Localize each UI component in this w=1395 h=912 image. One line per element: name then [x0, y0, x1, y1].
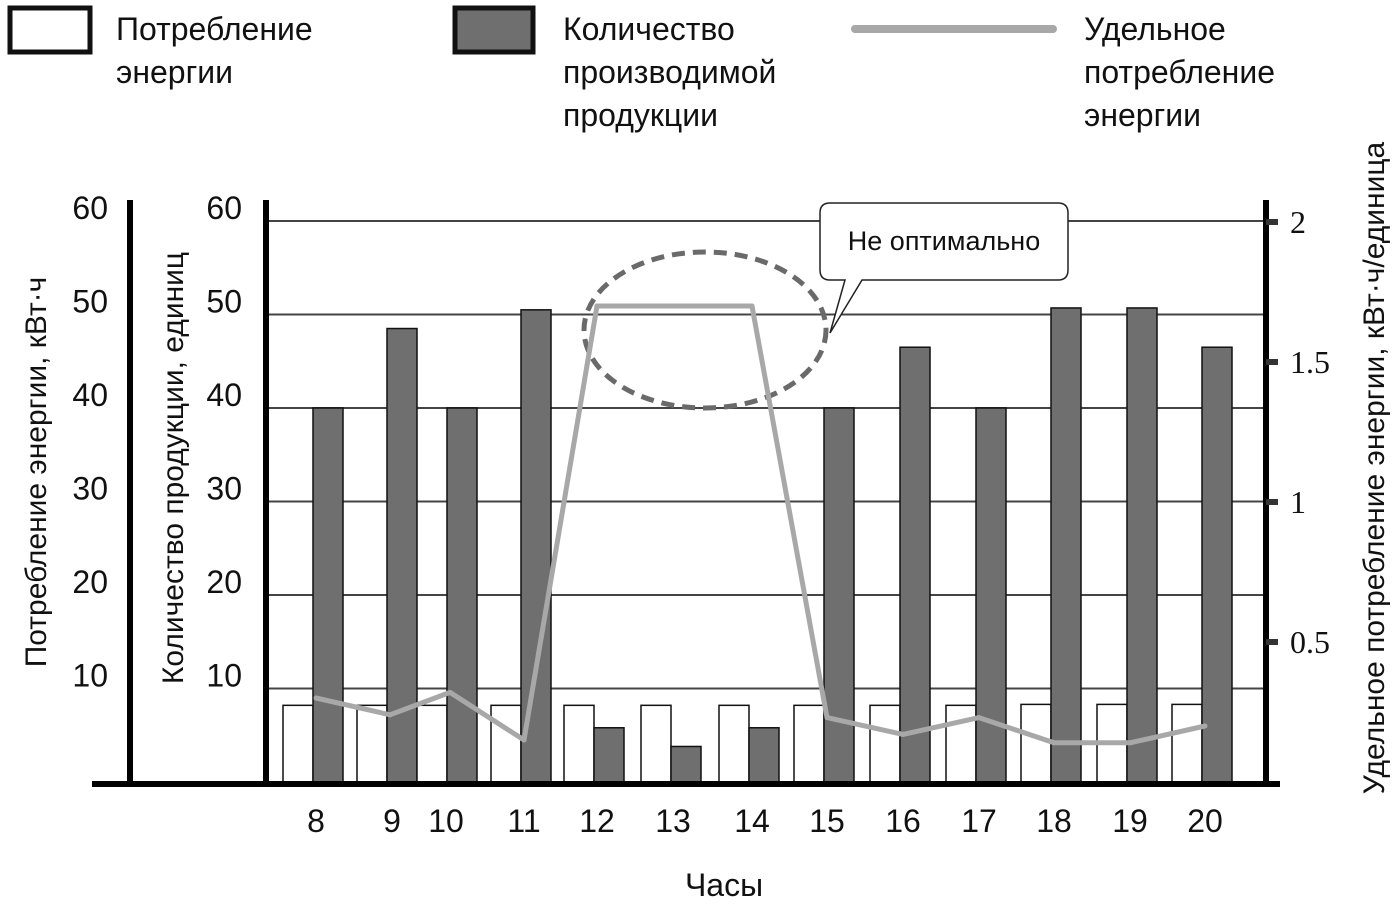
speech-bubble — [819, 202, 1069, 334]
y1-tick-label-20: 20 — [72, 564, 108, 600]
bar-production-15 — [823, 407, 855, 783]
x-tick-label-20: 20 — [1187, 803, 1223, 839]
annotation-callout: Не оптимально — [581, 202, 1069, 411]
legend-label-0-line-1: энергии — [116, 54, 233, 90]
series-line — [313, 303, 1208, 746]
bar-production-14 — [748, 727, 780, 783]
bar-energy-18 — [1020, 703, 1052, 783]
bar-energy-10 — [416, 704, 448, 783]
x-tick-label-17: 17 — [961, 803, 997, 839]
bar-production-11 — [520, 309, 552, 783]
bar-energy-9 — [356, 704, 388, 783]
y2-tick-label-10: 10 — [206, 658, 242, 694]
bar-energy-11 — [490, 704, 522, 783]
point-specific-consumption-20 — [1202, 723, 1208, 729]
bar-production-19 — [1126, 307, 1158, 783]
y1-axis-label: Потребление энергии, кВт·ч — [20, 277, 53, 668]
bar-energy-16 — [869, 704, 901, 783]
gridlines — [266, 220, 1266, 690]
x-tick-label-16: 16 — [885, 803, 921, 839]
bar-energy-13 — [640, 704, 672, 783]
y3-tick-mark-1 — [1266, 499, 1278, 505]
x-tick-label-9: 9 — [383, 803, 401, 839]
y1-tick-label-30: 30 — [72, 471, 108, 507]
legend-swatch-production — [452, 5, 536, 55]
bar-energy-8 — [282, 704, 314, 783]
point-specific-consumption-13 — [671, 303, 677, 309]
y2-tick-label-20: 20 — [206, 564, 242, 600]
x-tick-label-14: 14 — [734, 803, 770, 839]
point-specific-consumption-16 — [900, 731, 906, 737]
point-specific-consumption-18 — [1051, 740, 1057, 746]
point-specific-consumption-19 — [1127, 740, 1133, 746]
y3-tick-label-2: 2 — [1290, 204, 1306, 240]
legend: Потребление энергии Количество производимой… — [7, 5, 1275, 133]
y3-tick-mark-2 — [1266, 219, 1278, 225]
bar-production-18 — [1050, 307, 1082, 783]
point-specific-consumption-11 — [521, 737, 527, 743]
point-specific-consumption-8 — [313, 695, 319, 701]
x-tick-label-15: 15 — [809, 803, 845, 839]
y1-tick-label-40: 40 — [72, 377, 108, 413]
x-tick-label-12: 12 — [579, 803, 615, 839]
axis-labels: 10 20 30 40 50 60 10 20 30 40 50 60 0.5 1 1.5 2 8 9 10 11 12… — [20, 141, 1391, 903]
bar-production-20 — [1201, 346, 1233, 783]
bar-production-12 — [593, 727, 625, 783]
y1-tick-label-50: 50 — [72, 284, 108, 320]
x-tick-label-13: 13 — [655, 803, 691, 839]
y2-axis-label: Количество продукции, единиц — [157, 252, 190, 684]
bar-production-8 — [312, 407, 344, 783]
x-tick-label-8: 8 — [307, 803, 325, 839]
y3-axis-label: Удельное потребление энергии, кВт·ч/един… — [1358, 141, 1391, 794]
legend-label-0-line-0: Потребление — [116, 11, 313, 47]
bar-production-10 — [446, 407, 478, 783]
legend-swatch-energy — [7, 5, 93, 55]
legend-label-1-line-2: продукции — [563, 97, 718, 133]
y3-tick-mark-0.5 — [1266, 639, 1278, 645]
bar-energy-20 — [1171, 703, 1203, 783]
bars — [282, 307, 1233, 783]
x-axis-label: Часы — [685, 867, 763, 903]
point-specific-consumption-14 — [749, 303, 755, 309]
point-specific-consumption-9 — [387, 712, 393, 718]
bar-energy-14 — [718, 704, 750, 783]
legend-label-1-line-0: Количество — [563, 11, 735, 47]
point-specific-consumption-12 — [594, 303, 600, 309]
y2-tick-label-40: 40 — [206, 377, 242, 413]
y3-tick-label-1: 1 — [1290, 484, 1306, 520]
annotation-text: Не оптимально — [848, 226, 1040, 256]
y1-tick-label-60: 60 — [72, 190, 108, 226]
bar-production-13 — [670, 745, 702, 783]
x-tick-label-10: 10 — [428, 803, 464, 839]
y2-tick-label-50: 50 — [206, 284, 242, 320]
x-tick-label-11: 11 — [507, 803, 540, 839]
dashed-ellipse — [581, 249, 829, 411]
y2-tick-label-30: 30 — [206, 471, 242, 507]
x-tick-label-19: 19 — [1112, 803, 1148, 839]
y3-tick-label-1.5: 1.5 — [1290, 344, 1330, 380]
legend-label-2-line-2: энергии — [1084, 97, 1201, 133]
bar-energy-12 — [563, 704, 595, 783]
y3-tick-label-0.5: 0.5 — [1290, 624, 1330, 660]
axes — [92, 200, 1280, 787]
legend-label-1-line-1: производимой — [563, 54, 776, 90]
y3-tick-mark-1.5 — [1266, 359, 1278, 365]
point-specific-consumption-15 — [824, 715, 830, 721]
point-specific-consumption-17 — [976, 715, 982, 721]
bar-energy-15 — [793, 704, 825, 783]
legend-label-2-line-0: Удельное — [1084, 11, 1226, 47]
bar-production-16 — [899, 346, 931, 783]
point-specific-consumption-10 — [447, 689, 453, 695]
y1-tick-label-10: 10 — [72, 658, 108, 694]
legend-label-2-line-1: потребление — [1084, 54, 1275, 90]
x-tick-label-18: 18 — [1036, 803, 1072, 839]
y2-tick-label-60: 60 — [206, 190, 242, 226]
